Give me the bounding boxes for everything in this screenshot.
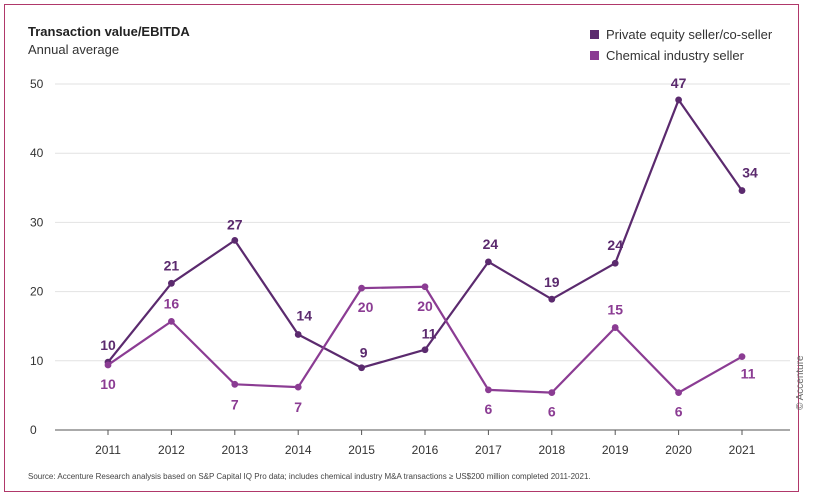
- data-label-chemical-industry: 6: [675, 404, 683, 420]
- data-label-chemical-industry: 11: [741, 366, 756, 382]
- data-label-chemical-industry: 20: [417, 298, 433, 314]
- data-point-chemical-industry: [358, 284, 365, 292]
- data-point-chemical-industry: [231, 380, 239, 388]
- data-label-chemical-industry: 7: [294, 399, 302, 415]
- legend: Private equity seller/co-seller Chemical…: [590, 24, 772, 66]
- data-label-private-equity: 24: [607, 237, 623, 253]
- data-label-private-equity: 47: [671, 75, 687, 91]
- legend-item-chemical-industry: Chemical industry seller: [590, 45, 772, 66]
- data-point-private-equity: [358, 364, 365, 372]
- x-tick-label: 2014: [285, 443, 312, 457]
- data-label-private-equity: 27: [227, 216, 243, 232]
- data-point-chemical-industry: [611, 324, 619, 331]
- data-point-chemical-industry: [675, 389, 682, 397]
- x-tick-label: 2011: [95, 443, 121, 457]
- data-point-chemical-industry: [738, 353, 746, 361]
- x-tick-label: 2018: [538, 443, 565, 457]
- x-tick-label: 2013: [221, 443, 248, 457]
- x-tick-label: 2020: [665, 443, 692, 457]
- legend-label-chemical-industry: Chemical industry seller: [606, 48, 744, 63]
- data-label-chemical-industry: 15: [607, 302, 623, 318]
- data-point-private-equity: [168, 279, 175, 287]
- data-label-private-equity: 19: [544, 274, 560, 290]
- x-tick-label: 2021: [729, 443, 756, 457]
- chart-frame: [4, 4, 799, 492]
- data-label-private-equity: 14: [296, 308, 312, 324]
- chart-subtitle: Annual average: [28, 42, 120, 57]
- data-point-private-equity: [738, 187, 746, 194]
- x-tick-label: 2012: [158, 443, 185, 457]
- data-point-private-equity: [294, 331, 302, 338]
- y-tick-label: 50: [30, 77, 44, 91]
- data-label-private-equity: 21: [164, 257, 180, 273]
- y-tick-label: 40: [30, 146, 44, 160]
- data-label-chemical-industry: 10: [100, 376, 116, 392]
- data-point-private-equity: [421, 346, 429, 354]
- legend-swatch-private-equity: [590, 30, 599, 39]
- y-tick-label: 20: [30, 285, 44, 299]
- data-label-chemical-industry: 16: [164, 295, 180, 311]
- data-point-private-equity: [231, 236, 239, 244]
- data-label-private-equity: 11: [422, 326, 437, 342]
- legend-swatch-chemical-industry: [590, 51, 599, 60]
- data-point-private-equity: [675, 96, 682, 104]
- data-point-private-equity: [548, 295, 556, 303]
- legend-label-private-equity: Private equity seller/co-seller: [606, 27, 773, 42]
- data-label-private-equity: 34: [742, 165, 758, 181]
- data-label-private-equity: 10: [100, 337, 116, 353]
- data-point-private-equity: [485, 258, 492, 266]
- data-label-private-equity: 24: [483, 236, 499, 252]
- x-tick-label: 2017: [475, 443, 502, 457]
- copyright-credit: © Accenture: [795, 355, 806, 410]
- data-point-chemical-industry: [168, 317, 175, 325]
- data-point-chemical-industry: [548, 389, 556, 397]
- y-tick-label: 30: [30, 215, 44, 229]
- data-point-chemical-industry: [485, 386, 492, 394]
- data-point-private-equity: [611, 259, 619, 267]
- data-point-chemical-industry: [294, 383, 302, 391]
- data-label-private-equity: 9: [360, 345, 368, 361]
- data-point-chemical-industry: [421, 283, 429, 291]
- data-label-chemical-industry: 6: [485, 401, 493, 417]
- data-point-chemical-industry: [104, 361, 112, 369]
- y-tick-label: 0: [30, 423, 37, 437]
- x-tick-label: 2015: [348, 443, 375, 457]
- data-label-chemical-industry: 6: [548, 404, 556, 420]
- y-tick-label: 10: [30, 354, 44, 368]
- data-label-chemical-industry: 20: [358, 299, 374, 315]
- legend-item-private-equity: Private equity seller/co-seller: [590, 24, 772, 45]
- data-label-chemical-industry: 7: [231, 396, 239, 412]
- x-tick-label: 2016: [412, 443, 439, 457]
- x-tick-label: 2019: [602, 443, 629, 457]
- source-note: Source: Accenture Research analysis base…: [28, 472, 591, 481]
- chart-title: Transaction value/EBITDA: [28, 24, 190, 39]
